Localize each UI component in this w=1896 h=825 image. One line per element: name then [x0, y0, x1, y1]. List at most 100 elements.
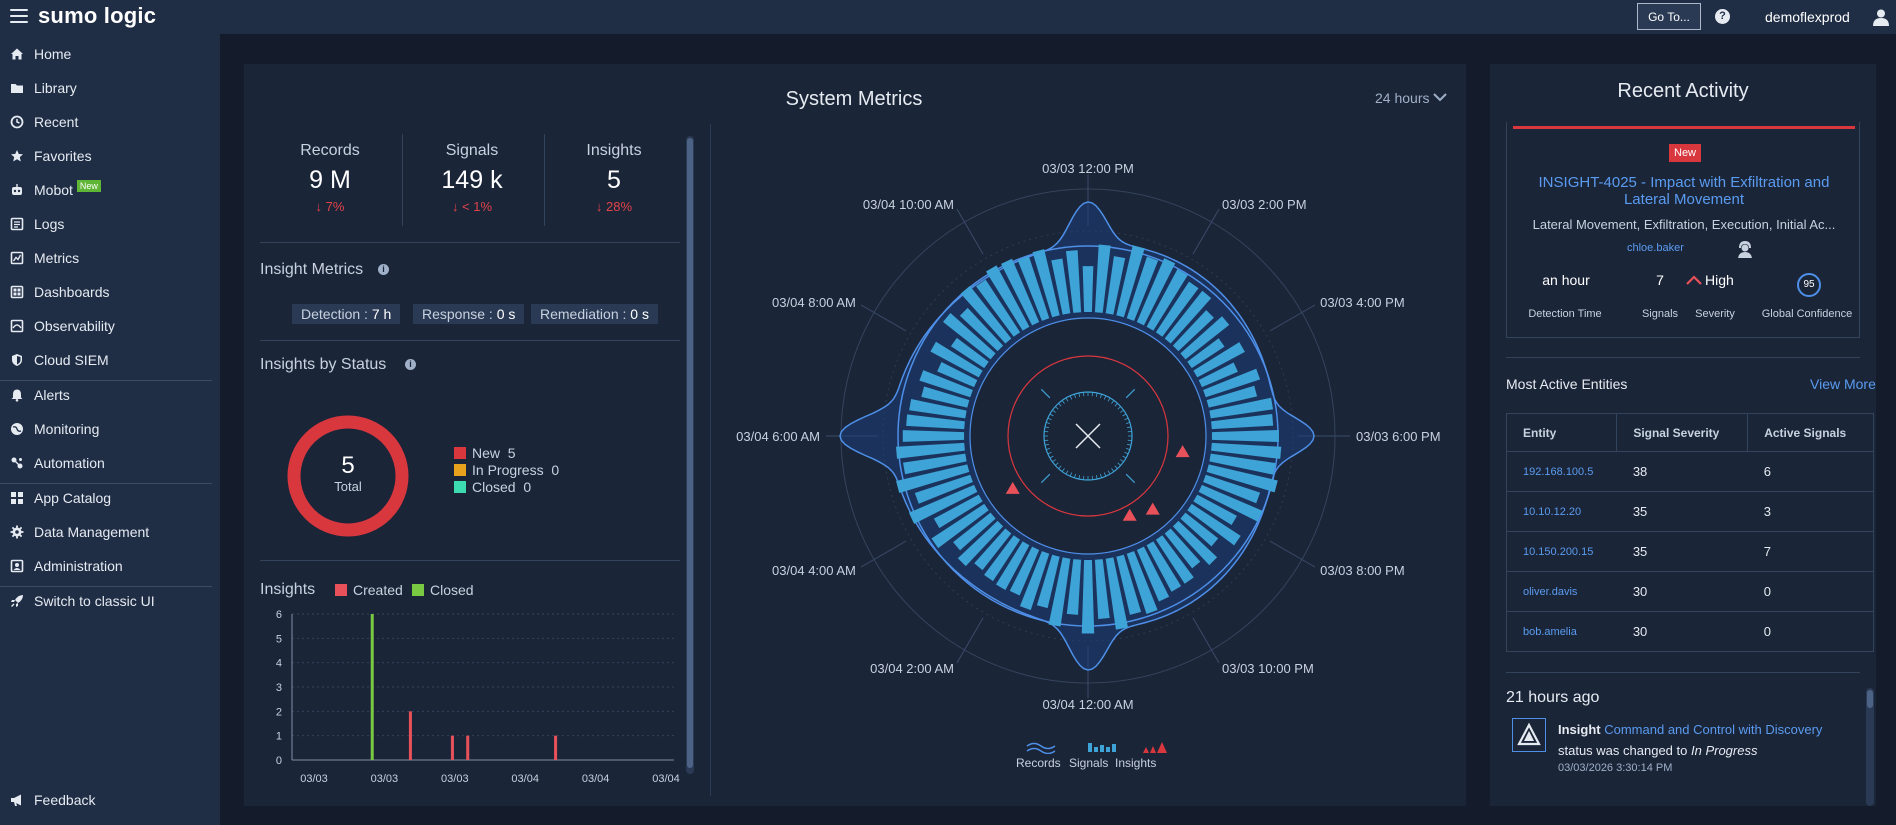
records-legend-icon [1026, 742, 1056, 754]
feed-insight-link[interactable]: Command and Control with Discovery [1604, 722, 1823, 737]
table-row[interactable]: bob.amelia 30 0 [1505, 611, 1874, 652]
info-icon[interactable]: i [405, 359, 416, 370]
signals-bar [1203, 474, 1261, 504]
chevron-down-icon[interactable] [1432, 90, 1448, 104]
signals-bar [1146, 269, 1188, 331]
sidebar-item-cloud-siem[interactable]: Cloud SIEM [0, 346, 212, 374]
sidebar-item-feedback[interactable]: Feedback [0, 786, 212, 814]
sidebar-item-favorites[interactable]: Favorites [0, 142, 212, 170]
sidebar-item-library[interactable]: Library [0, 74, 212, 102]
entity-link[interactable]: 10.150.200.15 [1505, 531, 1617, 572]
table-row[interactable]: 10.150.200.15 35 7 [1505, 531, 1874, 572]
remediation-chip: Remediation : 0 s [531, 304, 658, 324]
insight-triangle-icon [1517, 722, 1541, 746]
x-tick-label: 03/03 [441, 773, 469, 785]
sidebar-item-switch-classic[interactable]: Switch to classic UI [0, 587, 212, 615]
table-row[interactable]: 10.10.12.20 35 3 [1505, 491, 1874, 532]
signals-bar [1155, 535, 1194, 584]
center-tick [1074, 394, 1077, 399]
table-row[interactable]: 192.168.100.5 38 6 [1505, 451, 1874, 492]
insights-stat: Insights 5 ↓ 28% [544, 142, 684, 214]
sidebar-item-recent[interactable]: Recent [0, 108, 212, 136]
radial-legend-icons [1020, 740, 1210, 756]
center-tick [1078, 475, 1081, 480]
entity-link[interactable]: 10.10.12.20 [1505, 491, 1617, 532]
goto-button[interactable]: Go To... [1637, 3, 1701, 30]
legend-closed-series: Closed [412, 582, 474, 598]
feed-scrollbar[interactable] [1866, 688, 1874, 806]
insight-marker [1175, 445, 1190, 458]
scrollbar-thumb[interactable] [1867, 690, 1873, 708]
signals-bar [902, 430, 965, 442]
legend-in-progress: In Progress 0 [454, 462, 559, 478]
column-header-signal-severity[interactable]: Signal Severity [1616, 413, 1749, 452]
sidebar-item-data-management[interactable]: Data Management [0, 518, 212, 546]
signals-bar [1051, 258, 1071, 315]
center-tick [1099, 473, 1102, 478]
x-tick-label: 03/03 [371, 773, 399, 785]
sidebar-item-label: Logs [34, 216, 65, 232]
help-icon[interactable]: ? [1715, 9, 1730, 24]
signals-delta: ↓ < 1% [451, 199, 493, 214]
center-tick [1122, 455, 1127, 459]
signals-bar [1116, 245, 1145, 318]
time-range-select[interactable]: 24 hours [1375, 90, 1430, 106]
assignee-link[interactable]: chloe.baker [1627, 242, 1684, 254]
insight-card[interactable]: New INSIGHT-4025 - Impact with Exfiltrat… [1506, 122, 1860, 338]
center-tick [1103, 395, 1107, 400]
insight-title-link[interactable]: INSIGHT-4025 - Impact with Exfiltration … [1538, 174, 1830, 208]
signals-bar [930, 341, 983, 378]
info-icon[interactable]: i [378, 264, 389, 275]
center-tick [1046, 447, 1051, 450]
sidebar-item-observability[interactable]: Observability [0, 312, 212, 340]
signals-bar [1155, 281, 1199, 337]
column-header-entity[interactable]: Entity [1505, 413, 1618, 452]
signals-bar [933, 494, 983, 529]
rocket-icon [11, 595, 23, 607]
hamburger-menu-icon[interactable] [10, 9, 28, 24]
sidebar-item-alerts[interactable]: Alerts [0, 381, 212, 409]
user-icon[interactable] [1872, 8, 1890, 26]
time-axis-label: 03/03 12:00 PM [1042, 161, 1134, 176]
sidebar-item-automation[interactable]: Automation [0, 449, 212, 477]
metrics-icon [10, 251, 24, 265]
sidebar-item-app-catalog[interactable]: App Catalog [0, 484, 212, 512]
signals-bar [1193, 342, 1245, 378]
sidebar-item-administration[interactable]: Administration [0, 552, 212, 580]
signals-bar [919, 370, 973, 398]
divider [544, 134, 545, 226]
table-row[interactable]: oliver.davis 30 0 [1505, 571, 1874, 612]
sidebar-item-mobot[interactable]: Mobot New [0, 176, 212, 204]
signals-bar [1193, 494, 1237, 526]
response-chip: Response : 0 s [413, 304, 525, 324]
sidebar-item-metrics[interactable]: Metrics [0, 244, 212, 272]
bell-icon [11, 389, 23, 402]
view-more-link[interactable]: View More [1810, 376, 1876, 392]
sidebar-item-dashboards[interactable]: Dashboards [0, 278, 212, 306]
divider [260, 340, 680, 341]
column-header-active-signals[interactable]: Active Signals [1747, 413, 1874, 452]
legend-signals: Signals [1069, 756, 1109, 770]
username-label[interactable]: demoflexprod [1765, 9, 1850, 25]
severity-bar [1513, 126, 1855, 129]
star-icon [11, 150, 23, 162]
center-tick [1061, 468, 1065, 472]
spoke-line [1192, 208, 1220, 255]
scrollbar-thumb[interactable] [687, 138, 693, 768]
sidebar-item-monitoring[interactable]: Monitoring [0, 415, 212, 443]
sidebar-item-home[interactable]: Home [0, 40, 212, 68]
center-tick [1058, 403, 1062, 407]
new-badge: New [1669, 144, 1702, 162]
center-tick [1124, 417, 1129, 421]
center-tick [1099, 394, 1102, 399]
left-column-scrollbar[interactable] [686, 136, 694, 774]
entity-link[interactable]: bob.amelia [1505, 611, 1617, 652]
center-tick [1065, 470, 1069, 475]
sidebar-item-logs[interactable]: Logs [0, 210, 212, 238]
signals-bar [1082, 266, 1094, 313]
created-bar [450, 735, 454, 760]
in-progress-swatch [454, 464, 466, 476]
entity-link[interactable]: oliver.davis [1505, 571, 1617, 612]
entity-link[interactable]: 192.168.100.5 [1505, 451, 1617, 492]
insight-marker [1145, 502, 1160, 515]
